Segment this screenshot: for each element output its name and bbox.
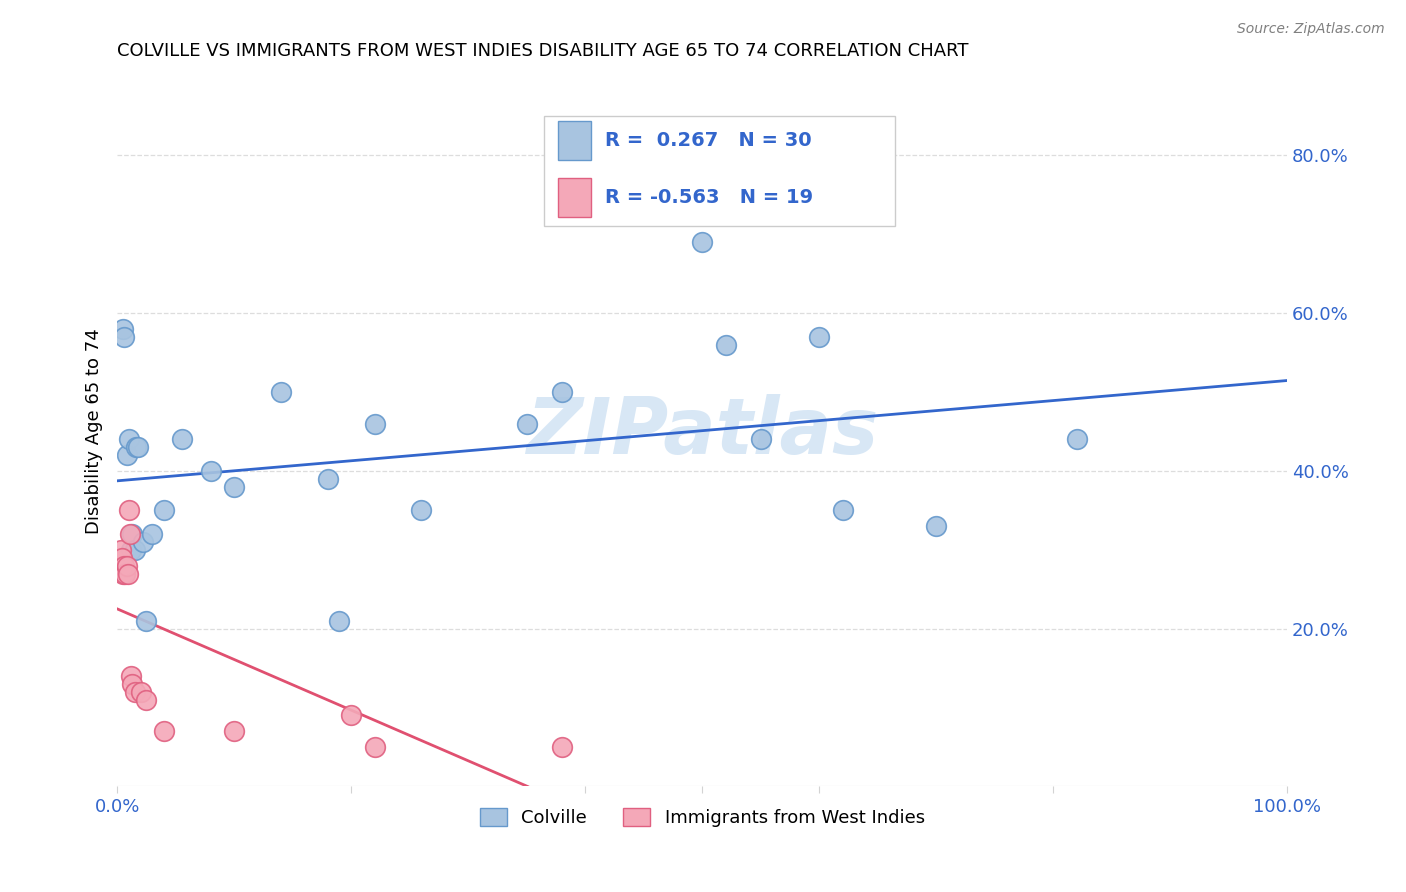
FancyBboxPatch shape	[558, 120, 591, 160]
Point	[1066, 433, 1088, 447]
Point	[132, 535, 155, 549]
Y-axis label: Disability Age 65 to 74: Disability Age 65 to 74	[86, 328, 103, 534]
Point	[340, 708, 363, 723]
Point	[925, 519, 948, 533]
Point	[224, 724, 246, 739]
Point	[316, 472, 339, 486]
Point	[112, 322, 135, 336]
Point	[117, 566, 139, 581]
Point	[112, 566, 135, 581]
Point	[121, 527, 143, 541]
Point	[125, 440, 148, 454]
Point	[831, 503, 853, 517]
Text: R =  0.267   N = 30: R = 0.267 N = 30	[605, 130, 811, 150]
Point	[224, 480, 246, 494]
Point	[808, 330, 831, 344]
Point	[363, 417, 385, 431]
Point	[690, 235, 713, 250]
Point	[127, 440, 149, 454]
Point	[551, 385, 574, 400]
Point	[516, 417, 538, 431]
Point	[328, 614, 350, 628]
Point	[118, 503, 141, 517]
Point	[111, 550, 134, 565]
Point	[110, 542, 132, 557]
FancyBboxPatch shape	[544, 116, 896, 226]
Point	[115, 448, 138, 462]
Point	[114, 566, 136, 581]
Text: ZIPatlas: ZIPatlas	[526, 393, 879, 469]
Point	[124, 542, 146, 557]
Point	[124, 685, 146, 699]
Point	[115, 558, 138, 573]
Point	[153, 503, 176, 517]
Legend: Colville, Immigrants from West Indies: Colville, Immigrants from West Indies	[472, 800, 932, 834]
Point	[120, 542, 142, 557]
Point	[411, 503, 433, 517]
Point	[112, 558, 135, 573]
Point	[551, 739, 574, 754]
Point	[120, 527, 142, 541]
Point	[141, 527, 163, 541]
Point	[118, 433, 141, 447]
Point	[121, 677, 143, 691]
FancyBboxPatch shape	[558, 178, 591, 217]
Text: R = -0.563   N = 19: R = -0.563 N = 19	[605, 188, 813, 207]
Point	[270, 385, 292, 400]
Point	[363, 739, 385, 754]
Point	[135, 692, 157, 706]
Point	[120, 669, 142, 683]
Point	[112, 330, 135, 344]
Point	[200, 464, 222, 478]
Text: Source: ZipAtlas.com: Source: ZipAtlas.com	[1237, 22, 1385, 37]
Point	[129, 685, 152, 699]
Point	[749, 433, 772, 447]
Text: COLVILLE VS IMMIGRANTS FROM WEST INDIES DISABILITY AGE 65 TO 74 CORRELATION CHAR: COLVILLE VS IMMIGRANTS FROM WEST INDIES …	[117, 42, 969, 60]
Point	[153, 724, 176, 739]
Point	[135, 614, 157, 628]
Point	[170, 433, 193, 447]
Point	[714, 338, 737, 352]
